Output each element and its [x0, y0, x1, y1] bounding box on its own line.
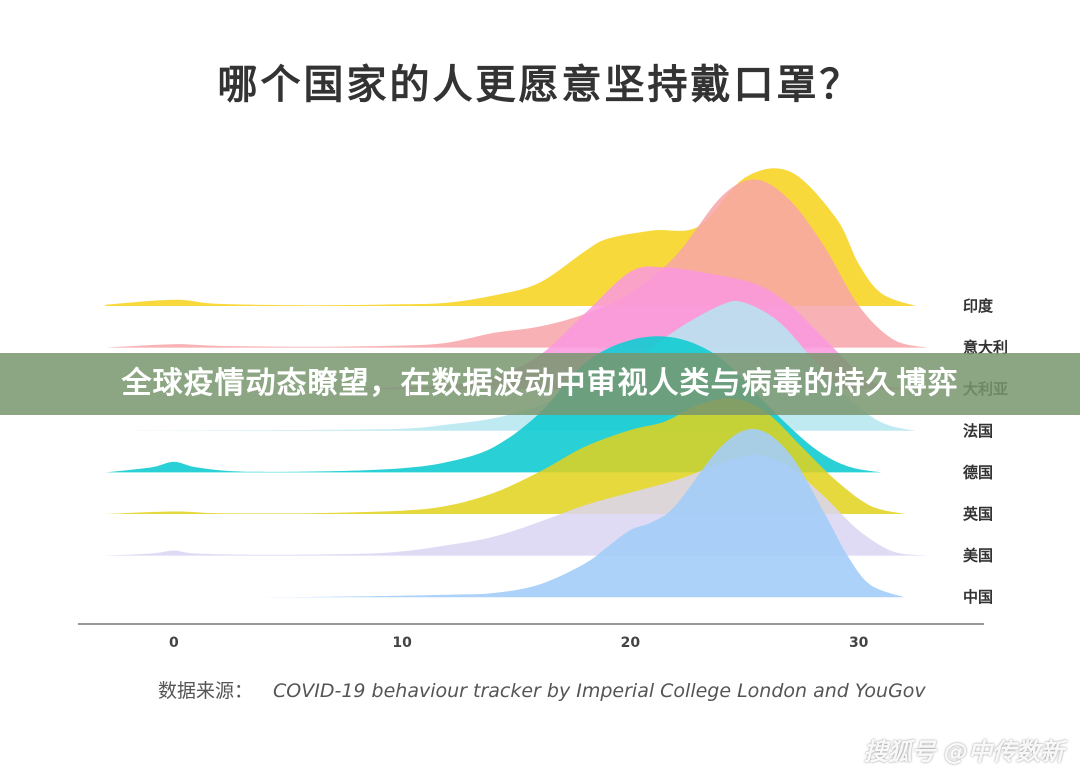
country-label-4: 德国 [963, 463, 993, 481]
source-text: COVID-19 behaviour tracker by Imperial C… [273, 680, 926, 702]
source-line: 数据来源： COVID-19 behaviour tracker by Imper… [158, 676, 926, 703]
country-label-3: 法国 [963, 422, 993, 440]
country-label-0: 印度 [963, 297, 994, 315]
country-label-7: 中国 [963, 588, 993, 606]
country-label-1: 意大利 [963, 339, 1008, 357]
ridge-area-7 [105, 428, 905, 598]
x-tick-label-3: 30 [849, 635, 869, 651]
watermark: 搜狐号 @中传数新 [863, 738, 1064, 766]
x-tick-label-2: 20 [621, 635, 641, 651]
x-tick-label-1: 10 [392, 635, 412, 651]
x-tick-label-0: 0 [169, 635, 179, 651]
country-label-6: 美国 [963, 547, 993, 565]
overlay-headline: 全球疫情动态瞭望，在数据波动中审视人类与病毒的持久博弈 [121, 366, 959, 401]
overlay-banner: 全球疫情动态瞭望，在数据波动中审视人类与病毒的持久博弈 [0, 353, 1080, 415]
chart-title: 哪个国家的人更愿意坚持戴口罩？ [217, 62, 863, 108]
source-label: 数据来源： [158, 680, 254, 702]
country-label-5: 英国 [963, 505, 993, 523]
